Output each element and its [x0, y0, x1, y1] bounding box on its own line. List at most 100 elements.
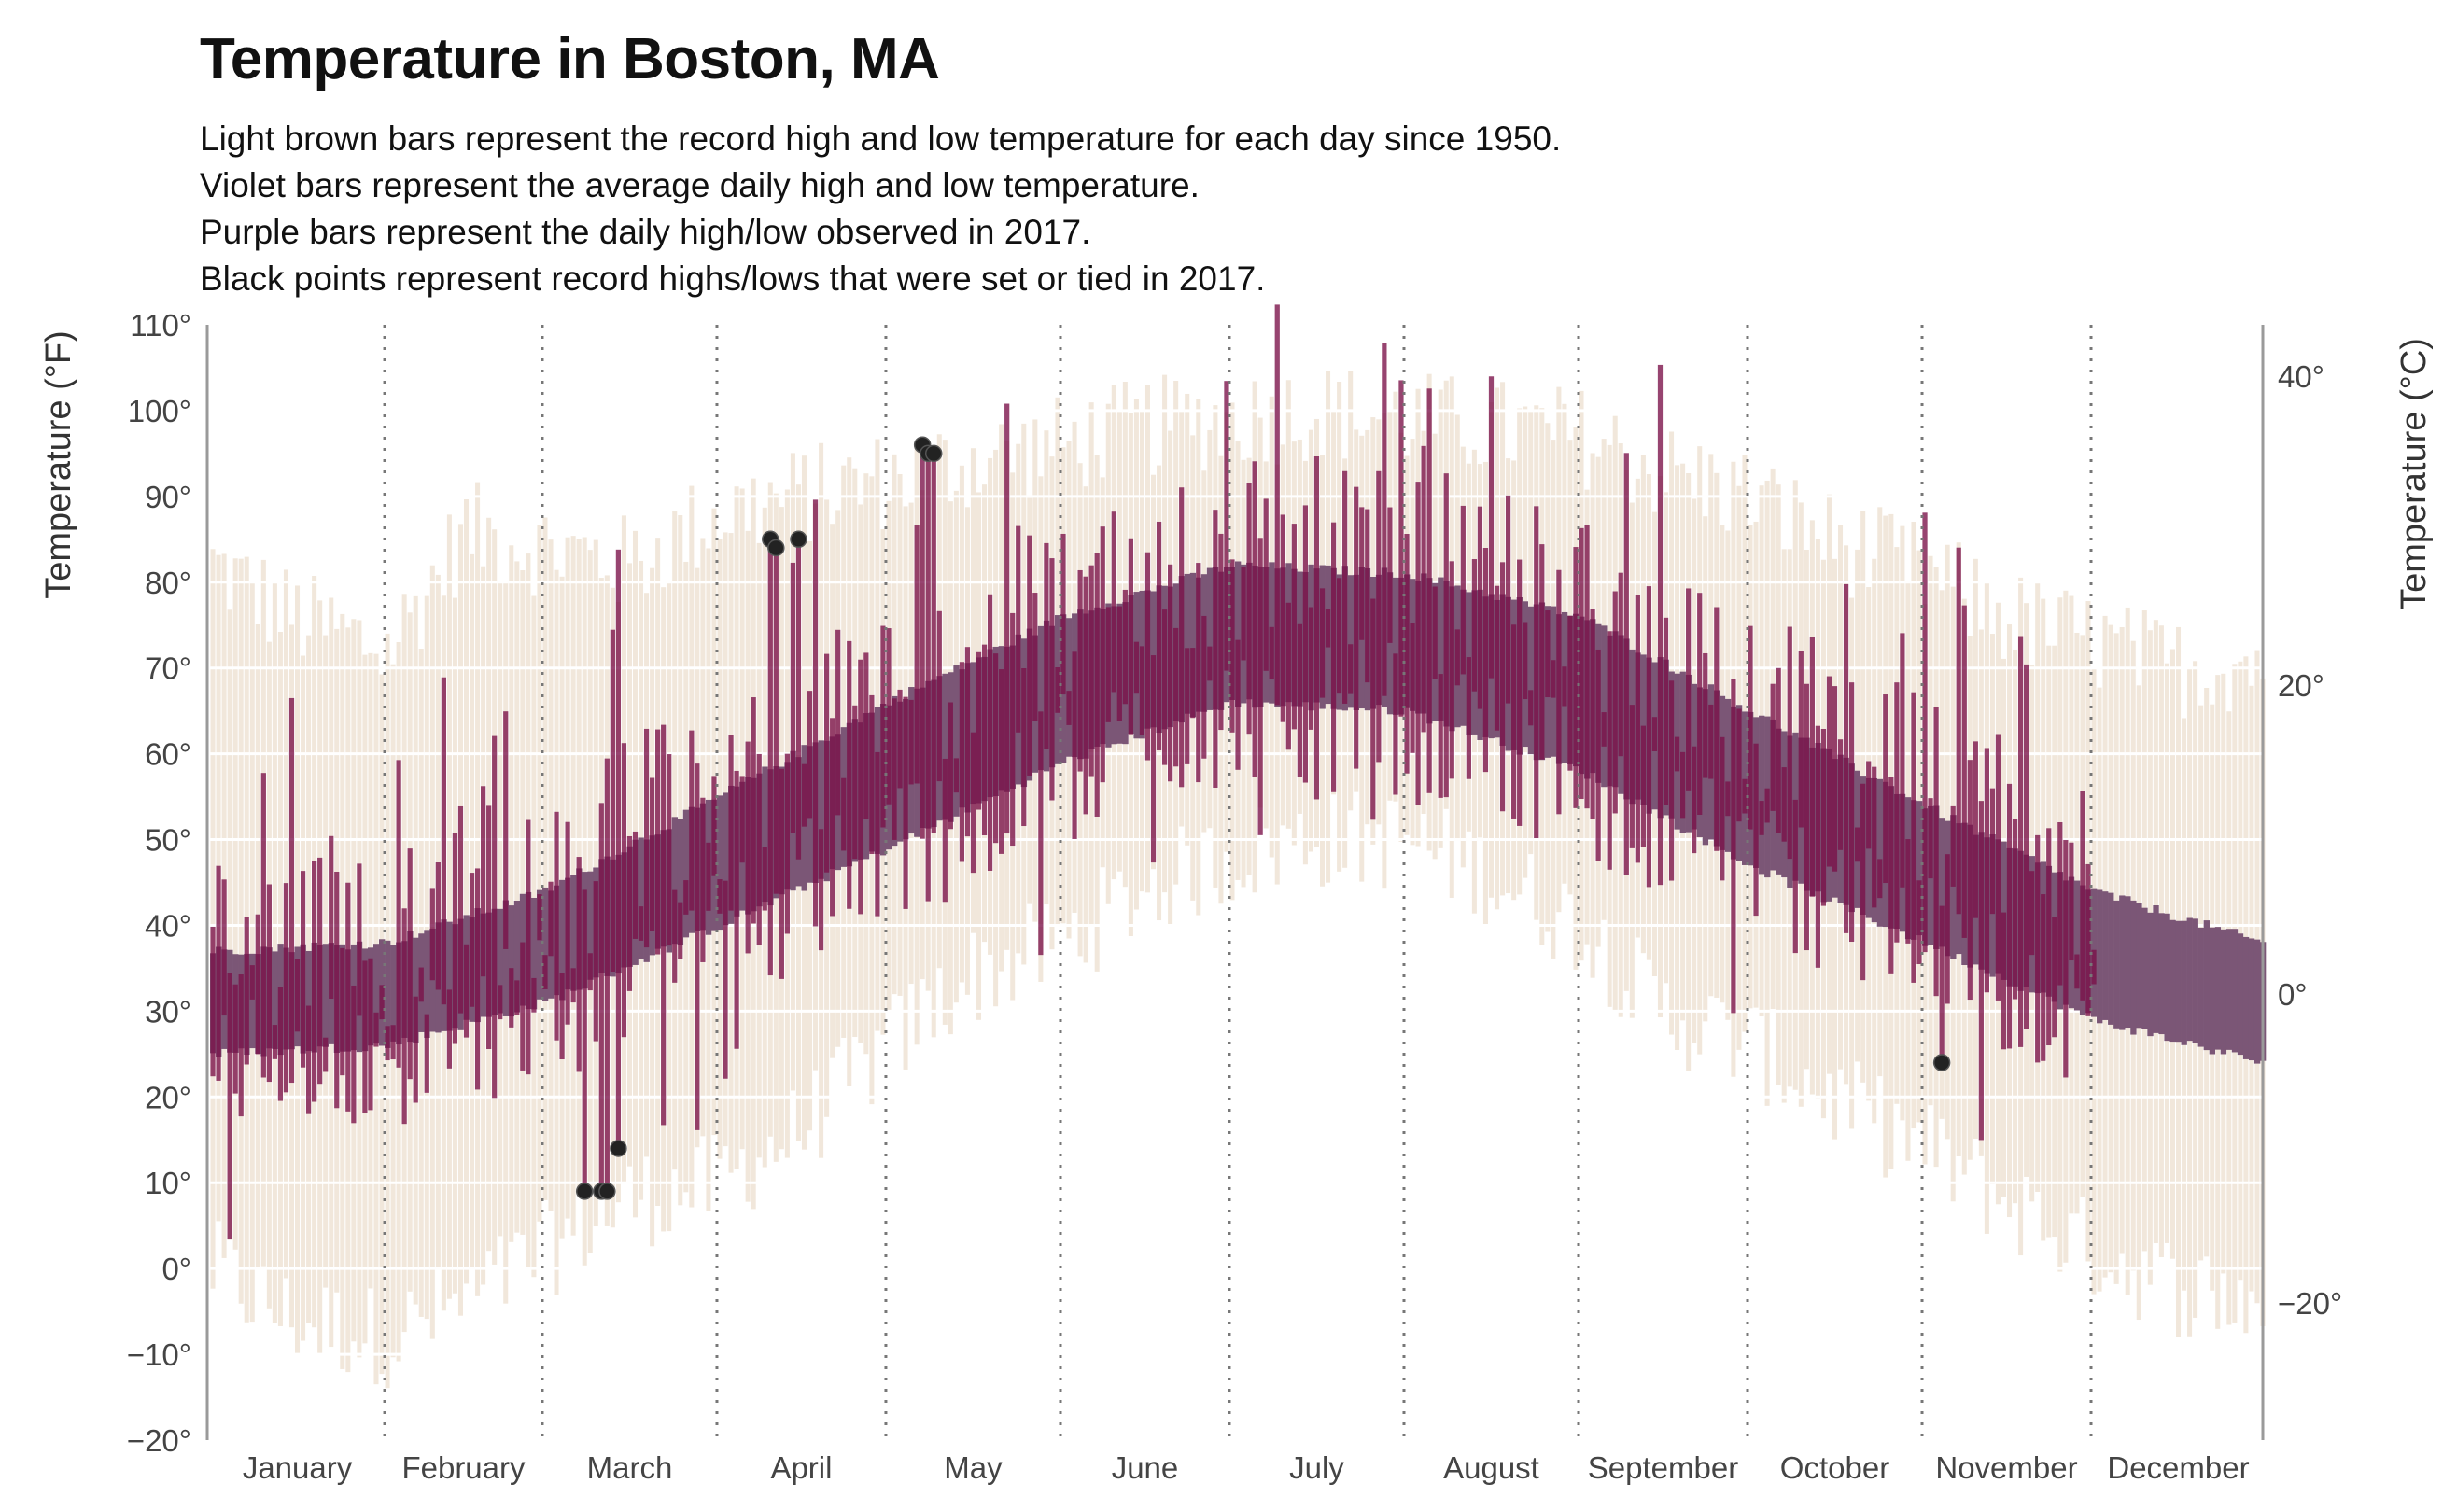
- observed-bar: [582, 889, 587, 1192]
- observed-bar: [767, 539, 773, 976]
- observed-bar: [920, 444, 925, 839]
- average-bar: [390, 945, 397, 1042]
- observed-bar: [1354, 486, 1359, 769]
- observed-bar: [790, 562, 796, 833]
- observed-bar: [1161, 609, 1168, 765]
- observed-bar: [1257, 538, 1263, 835]
- observed-bar: [1313, 455, 1320, 800]
- observed-bar: [1967, 760, 1973, 1001]
- average-bar: [1527, 606, 1535, 755]
- month-label: February: [401, 1450, 526, 1485]
- observed-bar: [892, 698, 897, 840]
- observed-bar: [1415, 482, 1421, 805]
- observed-bar: [1196, 563, 1201, 783]
- observed-bar: [880, 625, 886, 828]
- average-bar: [385, 940, 391, 1048]
- observed-bar: [762, 847, 767, 911]
- observed-bar: [2052, 917, 2057, 1038]
- average-bar: [570, 875, 577, 991]
- y-tick-label-f: 90°: [145, 480, 191, 514]
- average-bar: [322, 944, 330, 1047]
- record-point: [610, 1140, 627, 1157]
- average-bar: [446, 921, 453, 1031]
- observed-bar: [852, 705, 858, 860]
- observed-bar: [1984, 748, 1990, 993]
- record-bar: [446, 514, 452, 1299]
- observed-bar: [1877, 859, 1883, 899]
- observed-bar: [717, 879, 723, 914]
- observed-bar: [294, 959, 301, 1032]
- observed-bar: [446, 989, 453, 1069]
- observed-bar: [1336, 578, 1342, 694]
- average-bar: [413, 937, 419, 1043]
- observed-bar: [1156, 521, 1162, 750]
- observed-bar: [1218, 533, 1224, 731]
- observed-bar: [1449, 561, 1454, 779]
- observed-bar: [1629, 705, 1635, 848]
- observed-bar: [1618, 572, 1623, 757]
- average-bar: [1189, 572, 1197, 718]
- observed-bar: [520, 942, 526, 1071]
- observed-bar: [1432, 586, 1438, 679]
- average-bar: [1037, 625, 1045, 771]
- record-bar: [542, 517, 548, 1200]
- observed-bar: [1956, 547, 1961, 915]
- record-point: [790, 530, 807, 549]
- average-bar: [942, 673, 948, 820]
- month-label: March: [587, 1450, 673, 1485]
- month-label: May: [944, 1450, 1003, 1485]
- observed-bar: [1905, 839, 1911, 944]
- observed-bar: [903, 696, 908, 909]
- observed-bar: [368, 958, 373, 1111]
- observed-bar: [2091, 949, 2097, 985]
- average-bar: [682, 809, 690, 938]
- average-bar: [372, 944, 380, 1044]
- record-bar: [498, 581, 503, 1237]
- observed-bar: [976, 651, 982, 810]
- average-bar: [587, 871, 594, 980]
- observed-bar: [1241, 567, 1246, 661]
- observed-bar: [987, 594, 993, 871]
- observed-bar: [441, 677, 446, 1005]
- observed-bar: [362, 960, 368, 1113]
- observed-bar: [914, 525, 920, 784]
- y-tick-label-f: 50°: [145, 823, 191, 858]
- observed-bar: [1499, 562, 1506, 812]
- observed-bar: [323, 1037, 329, 1072]
- observed-bar: [1815, 725, 1821, 968]
- observed-bar: [216, 865, 221, 1081]
- observed-bar: [1235, 639, 1241, 770]
- observed-bar: [357, 863, 362, 1016]
- observed-bar: [1421, 445, 1426, 733]
- observed-bar: [1382, 343, 1387, 696]
- observed-bar: [739, 776, 745, 863]
- average-bar: [1066, 618, 1073, 757]
- average-bar: [2125, 896, 2131, 1029]
- observed-bar: [999, 669, 1004, 854]
- observed-bar: [554, 811, 559, 1041]
- observed-bar: [1139, 646, 1145, 735]
- observed-bar: [643, 728, 650, 948]
- observed-bar: [1776, 667, 1781, 833]
- observed-bar: [2035, 834, 2041, 1063]
- observed-bar: [1426, 388, 1432, 793]
- average-bar: [953, 665, 960, 817]
- y-tick-label-f: 0°: [161, 1252, 191, 1286]
- record-bar: [537, 525, 542, 1222]
- month-label: January: [243, 1450, 353, 1485]
- record-bar: [249, 582, 255, 1323]
- average-bar: [2203, 920, 2210, 1051]
- observed-bar: [1325, 609, 1331, 648]
- observed-bar: [1866, 761, 1872, 849]
- observed-bar: [435, 862, 441, 990]
- observed-bar: [1848, 682, 1855, 943]
- y-tick-label-f: 20°: [145, 1080, 191, 1114]
- average-bar: [424, 930, 430, 1038]
- observed-bar: [1590, 609, 1595, 819]
- y-tick-label-c: 0°: [2278, 977, 2308, 1012]
- observed-bar: [807, 691, 813, 819]
- average-bar: [2197, 927, 2204, 1047]
- observed-2017-bars-layer: [210, 304, 2097, 1239]
- observed-bar: [632, 831, 639, 939]
- month-label: July: [1289, 1450, 1344, 1485]
